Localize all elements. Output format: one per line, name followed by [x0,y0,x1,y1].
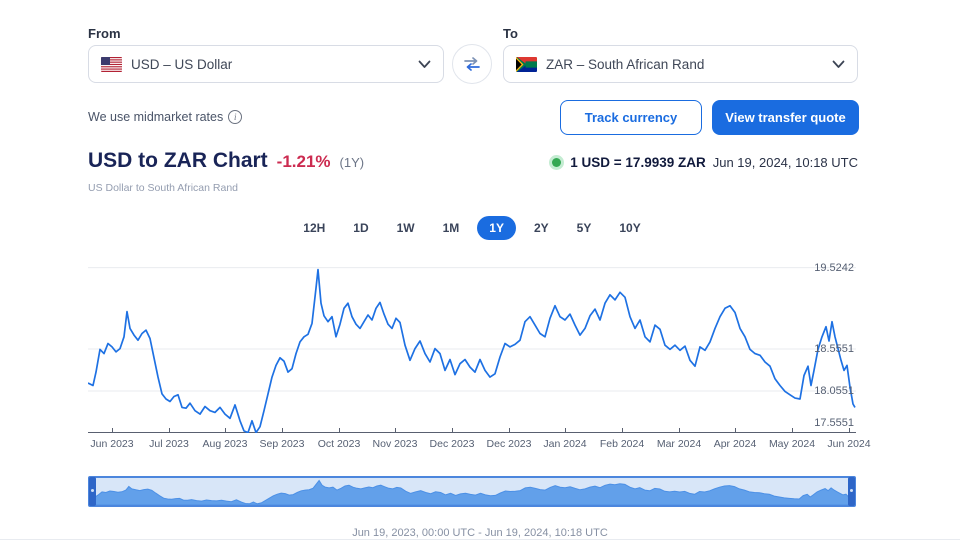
page-title: USD to ZAR Chart [88,149,268,172]
x-axis-label: Mar 2024 [656,438,702,450]
y-axis-label: 18.5551 [814,343,854,355]
change-period: (1Y) [339,155,365,170]
range-tab-1m[interactable]: 1M [433,216,470,240]
live-rate: 1 USD = 17.9939 ZAR Jun 19, 2024, 10:18 … [552,155,858,170]
x-axis-tick [735,428,736,432]
brush-handle-left[interactable] [89,477,96,506]
x-axis-tick [282,428,283,432]
percent-change: -1.21% [276,152,331,171]
live-indicator-icon [552,158,562,167]
current-rate: 1 USD = 17.9939 ZAR [570,155,706,170]
info-icon[interactable]: i [228,110,243,124]
chevron-down-icon [832,60,845,68]
from-currency-value: USD – US Dollar [131,56,233,72]
x-axis-tick [452,428,453,432]
range-tab-5y[interactable]: 5Y [567,216,602,240]
y-axis-label: 19.5242 [814,261,854,274]
range-tab-1d[interactable]: 1D [343,216,378,240]
y-axis-label: 17.5551 [814,417,854,429]
swap-arrows-icon [464,57,480,71]
swap-currencies-button[interactable] [452,44,492,84]
x-axis-tick [792,428,793,432]
time-range-tabs: 12H 1D 1W 1M 1Y 2Y 5Y 10Y [88,216,856,240]
line-chart-canvas [88,267,856,433]
midmarket-note: We use midmarket rates i [88,110,243,124]
range-brush[interactable] [88,476,856,507]
x-axis-label: Feb 2024 [599,438,645,450]
chart-subtitle: US Dollar to South African Rand [88,182,238,194]
x-axis-tick [509,428,510,432]
x-axis-label: Oct 2023 [317,438,361,450]
x-axis-label: Jun 2023 [90,438,134,450]
x-axis-tick [169,428,170,432]
x-axis-label: Jan 2024 [543,438,587,450]
range-tab-10y[interactable]: 10Y [609,216,650,240]
range-tab-2y[interactable]: 2Y [524,216,559,240]
x-axis-label: May 2024 [768,438,816,450]
to-currency-select[interactable]: ZAR – South African Rand [503,45,858,83]
x-axis-tick [225,428,226,432]
brush-handle-right[interactable] [848,477,855,506]
us-flag-icon [101,56,122,72]
range-tab-12h[interactable]: 12H [293,216,335,240]
from-currency-select[interactable]: USD – US Dollar [88,45,444,83]
x-axis-label: Dec 2023 [429,438,475,450]
x-axis-tick [565,428,566,432]
rate-line-chart[interactable]: 19.5242 18.5551 18.0551 17.5551 Jun 2023 Jul … [88,258,871,450]
x-axis-tick [339,428,340,432]
x-axis-label: Jul 2023 [149,438,189,450]
midmarket-text: We use midmarket rates [88,110,224,124]
track-currency-button[interactable]: Track currency [560,100,702,135]
x-axis-label: Apr 2024 [713,438,757,450]
x-axis-tick [679,428,680,432]
brush-area-canvas [90,479,854,505]
x-axis-label: Sep 2023 [259,438,305,450]
to-label: To [503,26,518,41]
chart-date-range-caption: Jun 19, 2023, 00:00 UTC - Jun 19, 2024, … [352,527,608,539]
chevron-down-icon [418,60,431,68]
za-flag-icon [516,56,537,72]
x-axis-tick [622,428,623,432]
x-axis-tick [395,428,396,432]
rate-timestamp: Jun 19, 2024, 10:18 UTC [712,155,858,170]
range-tab-1w[interactable]: 1W [387,216,425,240]
range-tab-1y[interactable]: 1Y [477,216,516,240]
x-axis-label: Aug 2023 [202,438,248,450]
from-label: From [88,26,121,41]
x-axis-label: Nov 2023 [372,438,418,450]
to-currency-value: ZAR – South African Rand [546,56,705,72]
chart-header: USD to ZAR Chart -1.21% (1Y) [88,149,364,173]
view-transfer-quote-button[interactable]: View transfer quote [712,100,859,135]
x-axis-label: Dec 2023 [486,438,532,450]
x-axis-tick [849,428,850,432]
x-axis-tick [112,428,113,432]
x-axis-label: Jun 2024 [827,438,871,450]
y-axis-label: 18.0551 [814,385,854,397]
